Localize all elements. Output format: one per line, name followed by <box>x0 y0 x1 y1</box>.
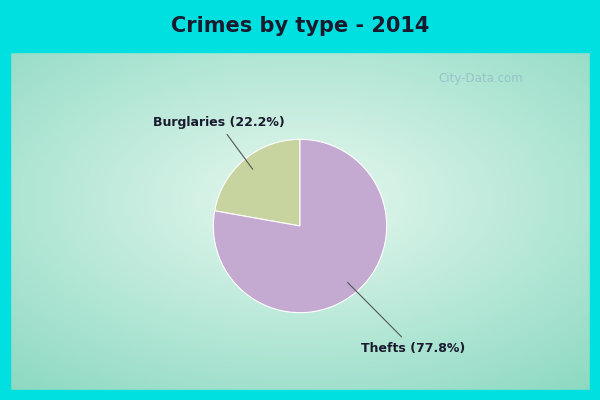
Text: City-Data.com: City-Data.com <box>438 72 523 85</box>
Text: Thefts (77.8%): Thefts (77.8%) <box>347 282 465 355</box>
Bar <box>590 0 600 400</box>
Bar <box>0 0 600 52</box>
Text: Crimes by type - 2014: Crimes by type - 2014 <box>171 16 429 36</box>
Bar <box>0 0 600 10</box>
Wedge shape <box>215 139 300 226</box>
Text: Burglaries (22.2%): Burglaries (22.2%) <box>152 116 284 169</box>
Bar <box>0 0 10 400</box>
Bar <box>0 390 600 400</box>
Wedge shape <box>214 139 386 313</box>
